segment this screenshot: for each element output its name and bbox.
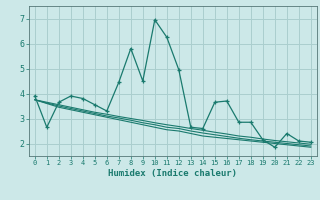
X-axis label: Humidex (Indice chaleur): Humidex (Indice chaleur): [108, 169, 237, 178]
